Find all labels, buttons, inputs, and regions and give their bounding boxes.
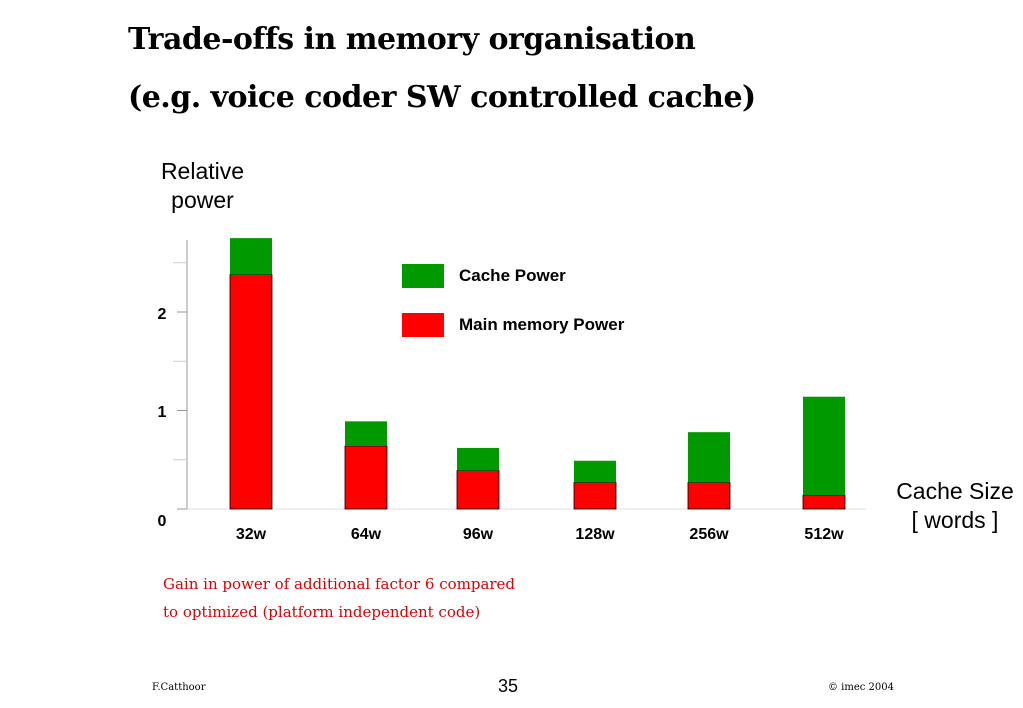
bar-cache-128w: [574, 460, 616, 483]
bar-cache-256w: [688, 432, 730, 483]
legend-cache-power-swatch: [402, 264, 444, 288]
x-axis-label-line2: [ words ]: [911, 507, 999, 533]
x-tick-label-256w: 256w: [689, 526, 729, 543]
slide-title-line1: Trade-offs in memory organisation: [128, 22, 696, 57]
y-axis-label-line2: power: [171, 187, 234, 213]
x-tick-label-128w: 128w: [575, 526, 615, 543]
x-tick-label-64w: 64w: [351, 526, 382, 543]
bar-cache-96w: [457, 447, 499, 471]
x-tick-label-96w: 96w: [463, 526, 494, 543]
y-axis-label-line1: Relative: [160, 158, 245, 184]
bar-cache-512w: [803, 396, 845, 496]
x-axis-label-line1: Cache Size: [896, 478, 1014, 504]
gain-note: Gain in power of additional factor 6 com…: [163, 570, 515, 626]
gain-note-line1: Gain in power of additional factor 6 com…: [163, 575, 516, 593]
bar-main-memory-32w: [229, 274, 273, 510]
y-tick-label-1: 1: [158, 404, 167, 421]
x-tick-label-512w: 512w: [804, 526, 844, 543]
bar-cache-64w: [345, 421, 387, 446]
bar-main-memory-128w: [573, 482, 617, 510]
bar-main-memory-512w: [802, 494, 846, 510]
legend-cache-power-label: Cache Power: [459, 266, 566, 285]
x-axis-label: Cache Size [ words ]: [884, 477, 1023, 535]
bar-main-memory-64w: [344, 445, 388, 510]
footer-copyright: © imec 2004: [828, 682, 895, 693]
legend-main-memory-power-label: Main memory Power: [459, 315, 625, 334]
legend-main-memory-power-swatch: [402, 313, 444, 337]
gain-note-line2: to optimized (platform independent code): [163, 603, 481, 621]
y-tick-label-0: 0: [158, 513, 167, 530]
y-tick-label-2: 2: [158, 306, 167, 323]
y-axis-label: Relative power: [150, 157, 255, 215]
bar-main-memory-96w: [456, 470, 500, 510]
footer-author: F.Catthoor: [152, 682, 206, 693]
bar-main-memory-256w: [687, 482, 731, 510]
slide-title-line2: (e.g. voice coder SW controlled cache): [128, 80, 756, 115]
bar-cache-32w: [230, 238, 272, 275]
page-number: 35: [498, 676, 519, 696]
x-tick-label-32w: 32w: [236, 526, 267, 543]
